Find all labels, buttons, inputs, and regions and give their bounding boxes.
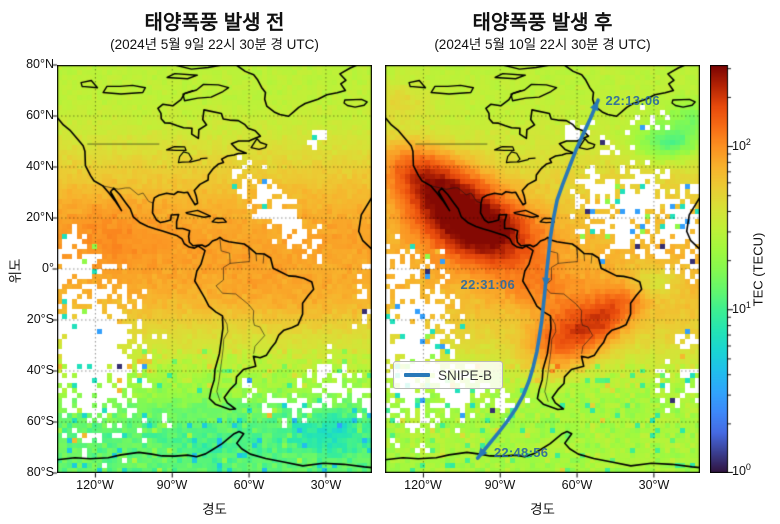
colorbar-tick-1: 100	[732, 462, 751, 479]
y-tick-40s: 40°S	[26, 363, 54, 377]
colorbar-tick-10: 101	[732, 300, 751, 317]
y-tick-20s: 20°S	[26, 312, 54, 326]
legend-box: SNIPE-B	[393, 361, 504, 389]
x-tick-r-60w: 60°W	[561, 478, 593, 492]
legend-label: SNIPE-B	[438, 367, 493, 383]
snipe-b-line-icon	[404, 373, 430, 377]
x-tick-r-30w: 30°W	[638, 478, 670, 492]
x-axis-label-right: 경도	[530, 502, 555, 517]
panel-after-title: 태양폭풍 발생 후	[472, 12, 613, 34]
colorbar-canvas	[710, 65, 736, 473]
tec-map-after-canvas	[385, 65, 700, 473]
colorbar-tick-100: 102	[732, 137, 751, 154]
trajectory-time-label-3: 22:48:56	[493, 445, 549, 461]
x-tick-l-60w: 60°W	[233, 478, 265, 492]
x-axis-label-left: 경도	[202, 502, 227, 517]
x-tick-r-90w: 90°W	[484, 478, 516, 492]
x-tick-l-120w: 120°W	[76, 478, 114, 492]
y-tick-80s: 80°S	[26, 465, 54, 479]
y-tick-0: 0°	[42, 261, 54, 275]
panel-before-title: 태양폭풍 발생 전	[144, 12, 285, 34]
x-tick-r-120w: 120°W	[404, 478, 442, 492]
y-tick-60s: 60°S	[26, 414, 54, 428]
panel-before-subtitle: (2024년 5월 9일 22시 30분 경 UTC)	[110, 37, 319, 52]
x-tick-l-30w: 30°W	[310, 478, 342, 492]
colorbar-label: TEC (TECU)	[750, 232, 766, 307]
tec-map-before-canvas	[57, 65, 372, 473]
y-tick-40n: 40°N	[26, 159, 54, 173]
y-tick-80n: 80°N	[26, 57, 54, 71]
trajectory-time-label-2: 22:31:06	[460, 277, 515, 293]
trajectory-time-label-1: 22:13:06	[605, 93, 660, 109]
panel-after-subtitle: (2024년 5월 10일 22시 30분 경 UTC)	[434, 37, 651, 52]
y-axis-label: 위도	[8, 258, 23, 284]
x-tick-l-90w: 90°W	[156, 478, 188, 492]
y-tick-20n: 20°N	[26, 210, 54, 224]
y-tick-60n: 60°N	[26, 108, 54, 122]
